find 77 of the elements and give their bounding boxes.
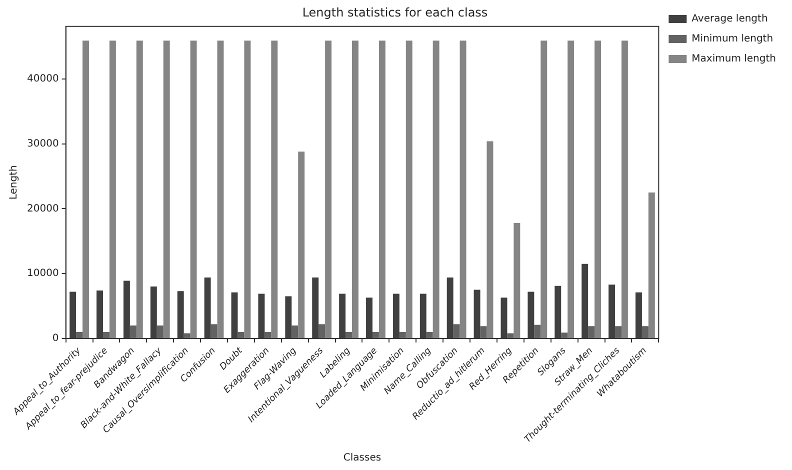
bar bbox=[264, 332, 272, 338]
bar bbox=[96, 290, 103, 338]
bar bbox=[70, 292, 76, 338]
bar bbox=[217, 40, 224, 338]
bar bbox=[285, 296, 292, 338]
bar bbox=[582, 264, 588, 338]
bar bbox=[561, 332, 568, 338]
bar bbox=[318, 324, 326, 338]
legend-label: Average length bbox=[692, 14, 768, 25]
bar bbox=[615, 326, 622, 338]
bar bbox=[163, 40, 170, 338]
bar bbox=[150, 286, 157, 338]
bar bbox=[480, 326, 487, 338]
bar bbox=[325, 40, 332, 338]
bar bbox=[210, 324, 218, 338]
bar bbox=[238, 332, 244, 338]
bar bbox=[312, 277, 319, 338]
bar bbox=[453, 324, 460, 338]
y-tick-label: 30000 bbox=[27, 138, 59, 150]
bar bbox=[420, 294, 426, 338]
bar bbox=[446, 277, 454, 338]
bar bbox=[642, 326, 648, 338]
y-tick-label: 10000 bbox=[27, 268, 59, 280]
bar bbox=[594, 40, 602, 338]
bar bbox=[406, 40, 412, 338]
bar bbox=[540, 40, 548, 338]
y-tick-label: 20000 bbox=[27, 203, 59, 214]
legend-label: Minimum length bbox=[692, 34, 774, 45]
bar bbox=[177, 291, 184, 338]
bar bbox=[366, 298, 372, 338]
bar bbox=[554, 286, 562, 338]
bar bbox=[378, 40, 386, 338]
bar bbox=[486, 141, 494, 338]
x-axis-title: Classes bbox=[343, 452, 382, 464]
bar bbox=[621, 40, 628, 338]
bar bbox=[103, 332, 110, 338]
bar bbox=[190, 40, 197, 338]
bar bbox=[231, 292, 238, 338]
bar bbox=[648, 192, 655, 338]
bar bbox=[372, 332, 379, 338]
bar bbox=[426, 332, 433, 338]
bar bbox=[534, 324, 541, 338]
chart-title: Length statistics for each class bbox=[302, 5, 488, 20]
bar bbox=[392, 294, 400, 338]
bar bbox=[460, 40, 466, 338]
legend-label: Maximum length bbox=[692, 54, 776, 65]
bar bbox=[298, 152, 305, 338]
bar bbox=[204, 277, 211, 338]
y-tick-label: 40000 bbox=[27, 74, 59, 85]
bar bbox=[184, 333, 190, 338]
bar bbox=[136, 40, 143, 338]
bar bbox=[258, 294, 265, 338]
bar bbox=[339, 294, 346, 338]
y-tick-label: 0 bbox=[52, 333, 59, 344]
bar bbox=[156, 325, 164, 338]
bar bbox=[244, 40, 251, 338]
bar bbox=[514, 222, 520, 338]
bar bbox=[636, 292, 642, 338]
bar bbox=[399, 332, 406, 338]
bar bbox=[271, 40, 278, 338]
bar bbox=[608, 284, 616, 338]
bar bbox=[352, 40, 358, 338]
bar bbox=[500, 298, 508, 338]
bar bbox=[130, 325, 136, 338]
bar bbox=[123, 280, 130, 338]
bar bbox=[292, 325, 298, 338]
bar bbox=[568, 40, 574, 338]
bar bbox=[82, 40, 89, 338]
bar bbox=[76, 332, 83, 338]
bar bbox=[432, 40, 440, 338]
bar bbox=[588, 326, 595, 338]
bar bbox=[109, 40, 116, 338]
bar bbox=[507, 333, 514, 338]
bar bbox=[474, 290, 480, 338]
bar bbox=[528, 292, 534, 338]
y-axis-title: Length bbox=[8, 165, 20, 200]
bar bbox=[346, 332, 352, 338]
